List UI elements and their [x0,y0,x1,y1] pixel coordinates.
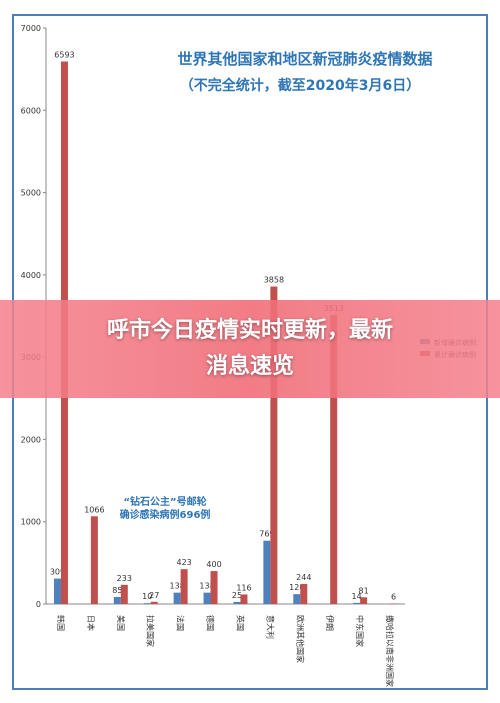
bar [120,584,128,604]
bar [210,571,218,604]
chart-subtitle: （不完全统计，截至2020年3月6日） [180,77,420,94]
x-tick-label: 日本 [86,615,96,631]
bar [300,583,308,604]
bar [113,597,121,604]
y-tick-label: 5000 [21,189,41,198]
value-label: 116 [236,583,251,592]
value-label: 309 [50,568,65,577]
x-tick-label: 伊朗 [325,615,335,631]
y-tick-label: 6000 [21,106,41,115]
bar [53,578,61,604]
value-label: 233 [117,574,132,583]
value-label: 25 [232,591,242,600]
bar [173,592,181,604]
chart-title: 世界其他国家和地区新冠肺炎疫情数据 [177,50,432,68]
value-label: 423 [176,558,191,567]
x-tick-label: 拉美国家 [146,615,156,647]
bar [353,602,361,604]
bar [233,601,241,604]
x-tick-label: 英国 [235,615,245,631]
bar [203,592,211,604]
y-tick-label: 0 [36,600,41,609]
y-tick-label: 1000 [21,518,41,527]
value-label: 138 [169,582,184,591]
bar [360,597,368,604]
value-label: 1066 [84,505,104,514]
value-label: 120 [289,583,304,592]
annotation: “钻石公主”号邮轮确诊感染病例696例 [120,495,211,521]
bar [143,603,151,604]
x-tick-label: 中东国家 [355,615,365,647]
value-label: 14 [352,592,362,601]
bar [330,314,338,604]
value-label: 6593 [54,50,74,59]
value-label: 27 [149,591,159,600]
bar [150,601,158,604]
x-tick-label: 意大利 [265,615,275,639]
x-tick-label: 欧洲其他国家 [295,615,305,663]
x-tick-label: 法国 [176,615,186,631]
x-tick-label: 撒哈拉以南非洲国家 [385,615,395,687]
x-tick-label: 韩国 [56,615,66,631]
y-tick-label: 2000 [21,435,41,444]
value-label: 3858 [264,276,284,285]
x-tick-label: 美国 [116,615,126,631]
bar [263,540,271,604]
value-label: 769 [259,530,274,539]
bar [180,569,188,604]
annotation-line: 确诊感染病例696例 [120,508,211,521]
bar [270,286,278,604]
banner: 呼市今日疫情实时更新，最新消息速览 [0,300,500,398]
bar [293,594,301,604]
banner-text: 呼市今日疫情实时更新，最新消息速览 [106,318,393,379]
value-label: 81 [359,586,369,595]
value-label: 6 [391,593,396,602]
x-tick-label: 德国 [206,615,216,631]
value-label: 10 [142,592,152,601]
value-label: 244 [296,573,311,582]
value-label: 138 [199,582,214,591]
bar [90,516,98,604]
bar [240,594,248,604]
value-label: 400 [206,560,221,569]
y-tick-label: 7000 [21,24,41,33]
value-label: 85 [112,586,122,595]
y-tick-label: 4000 [21,271,41,280]
annotation-line: “钻石公主”号邮轮 [123,495,206,508]
